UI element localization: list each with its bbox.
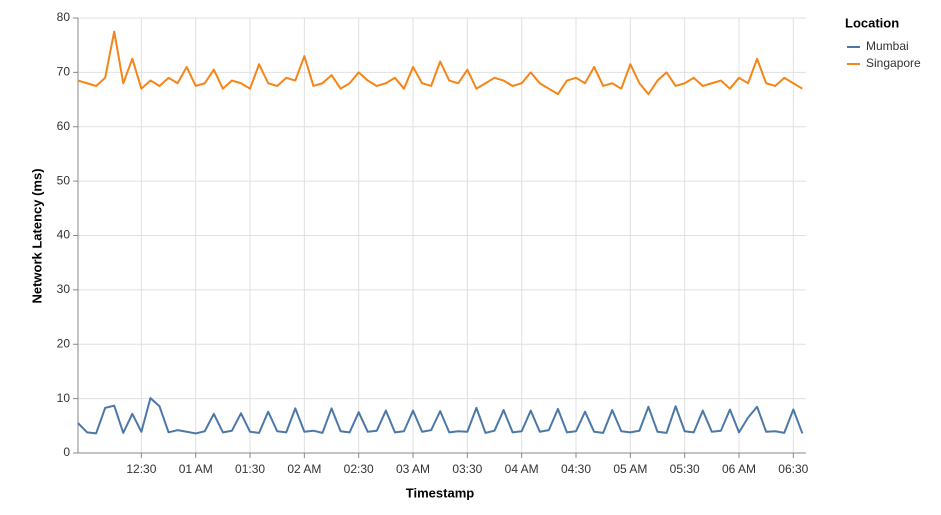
y-tick-label: 70 [57, 65, 71, 79]
legend-title: Location [845, 15, 899, 30]
y-tick-label: 30 [57, 282, 71, 296]
x-tick-label: 04 AM [505, 462, 539, 476]
y-tick-label: 60 [57, 119, 71, 133]
x-tick-label: 02 AM [287, 462, 321, 476]
y-tick-label: 20 [57, 336, 71, 350]
y-tick-label: 40 [57, 228, 71, 242]
legend-label: Singapore [866, 56, 921, 70]
y-tick-label: 50 [57, 173, 71, 187]
x-tick-label: 02:30 [344, 462, 374, 476]
data-line [77, 30, 803, 96]
x-tick-label: 03 AM [396, 462, 430, 476]
x-tick-label: 05:30 [670, 462, 700, 476]
x-tick-label: 05 AM [613, 462, 647, 476]
y-tick-label: 10 [57, 391, 71, 405]
data-line [77, 397, 804, 435]
x-axis-title: Timestamp [406, 485, 474, 500]
x-tick-label: 06:30 [778, 462, 808, 476]
x-tick-label: 01:30 [235, 462, 265, 476]
y-tick-label: 80 [57, 10, 71, 24]
x-tick-label: 12:30 [126, 462, 156, 476]
x-tick-label: 06 AM [722, 462, 756, 476]
y-tick-label: 0 [63, 445, 70, 459]
x-tick-label: 04:30 [561, 462, 591, 476]
legend-label: Mumbai [866, 39, 909, 53]
x-tick-label: 03:30 [452, 462, 482, 476]
x-tick-label: 01 AM [179, 462, 213, 476]
y-axis-title: Network Latency (ms) [29, 168, 44, 303]
